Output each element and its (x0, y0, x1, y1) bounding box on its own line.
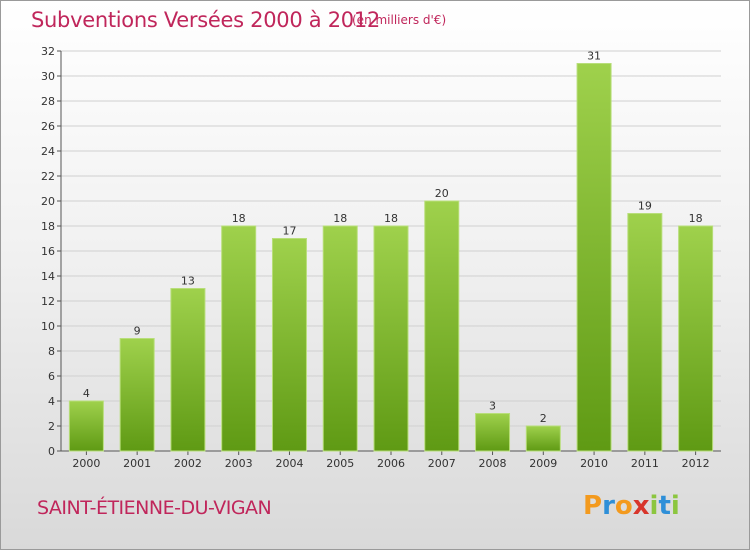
proxiti-logo: Proxiti (583, 491, 680, 521)
y-tick-label: 16 (41, 245, 55, 258)
bar (576, 63, 612, 452)
bar (170, 288, 206, 452)
y-tick-label: 2 (48, 420, 55, 433)
y-tick-label: 6 (48, 370, 55, 383)
y-tick-label: 20 (41, 195, 55, 208)
y-tick-label: 10 (41, 320, 55, 333)
x-tick-label: 2007 (428, 457, 456, 470)
logo-letter: i (649, 491, 659, 521)
y-tick-label: 4 (48, 395, 55, 408)
bar (373, 225, 409, 452)
bar (627, 213, 663, 452)
y-tick-label: 28 (41, 95, 55, 108)
x-tick-label: 2009 (529, 457, 557, 470)
bar-value-label: 3 (489, 400, 496, 413)
bar-value-label: 13 (181, 275, 195, 288)
y-tick-label: 32 (41, 45, 55, 58)
bar (322, 225, 358, 452)
bar (475, 413, 511, 452)
y-tick-label: 30 (41, 70, 55, 83)
labels: 4 2000 9 2001 13 2002 18 2003 17 2004 18 2005 18 2006… (72, 50, 709, 471)
x-tick-label: 2003 (225, 457, 253, 470)
bars (68, 63, 714, 452)
commune-name: SAINT-ÉTIENNE-DU-VIGAN (37, 497, 272, 519)
logo-letter: t (658, 491, 671, 521)
bar-value-label: 19 (638, 200, 652, 213)
y-tick-label: 26 (41, 120, 55, 133)
logo-letter: o (614, 491, 633, 521)
bar-value-label: 31 (587, 50, 601, 63)
x-tick-label: 2004 (275, 457, 303, 470)
y-tick-label: 12 (41, 295, 55, 308)
bar-value-label: 20 (435, 187, 449, 200)
bar-value-label: 2 (540, 412, 547, 425)
y-tick-label: 22 (41, 170, 55, 183)
bar (271, 238, 307, 452)
logo-letter: r (602, 491, 615, 521)
chart-unit: (en milliers d'€) (352, 13, 447, 27)
bar-value-label: 18 (333, 212, 347, 225)
bar-value-label: 4 (83, 387, 90, 400)
bar (68, 400, 104, 452)
y-tick-label: 14 (41, 270, 55, 283)
logo-letter: i (670, 491, 680, 521)
x-tick-label: 2000 (72, 457, 100, 470)
y-tick-label: 18 (41, 220, 55, 233)
bar (221, 225, 257, 452)
logo-letter: P (583, 491, 603, 521)
bar (525, 425, 561, 452)
x-tick-label: 2010 (580, 457, 608, 470)
bar (678, 225, 714, 452)
y-tick-label: 8 (48, 345, 55, 358)
bar-value-label: 18 (232, 212, 246, 225)
x-tick-label: 2006 (377, 457, 405, 470)
x-tick-label: 2008 (479, 457, 507, 470)
x-tick-label: 2005 (326, 457, 354, 470)
chart-title: Subventions Versées 2000 à 2012 (31, 8, 380, 32)
y-tick-label: 24 (41, 145, 55, 158)
logo-letter: x (632, 491, 650, 521)
bar (424, 200, 460, 452)
bar-value-label: 17 (282, 225, 296, 238)
y-tick-label: 0 (48, 445, 55, 458)
bar-value-label: 9 (134, 325, 141, 338)
x-tick-label: 2011 (631, 457, 659, 470)
x-tick-label: 2001 (123, 457, 151, 470)
bar-value-label: 18 (689, 212, 703, 225)
x-tick-label: 2002 (174, 457, 202, 470)
bar-value-label: 18 (384, 212, 398, 225)
x-tick-label: 2012 (682, 457, 710, 470)
bar (119, 338, 155, 452)
